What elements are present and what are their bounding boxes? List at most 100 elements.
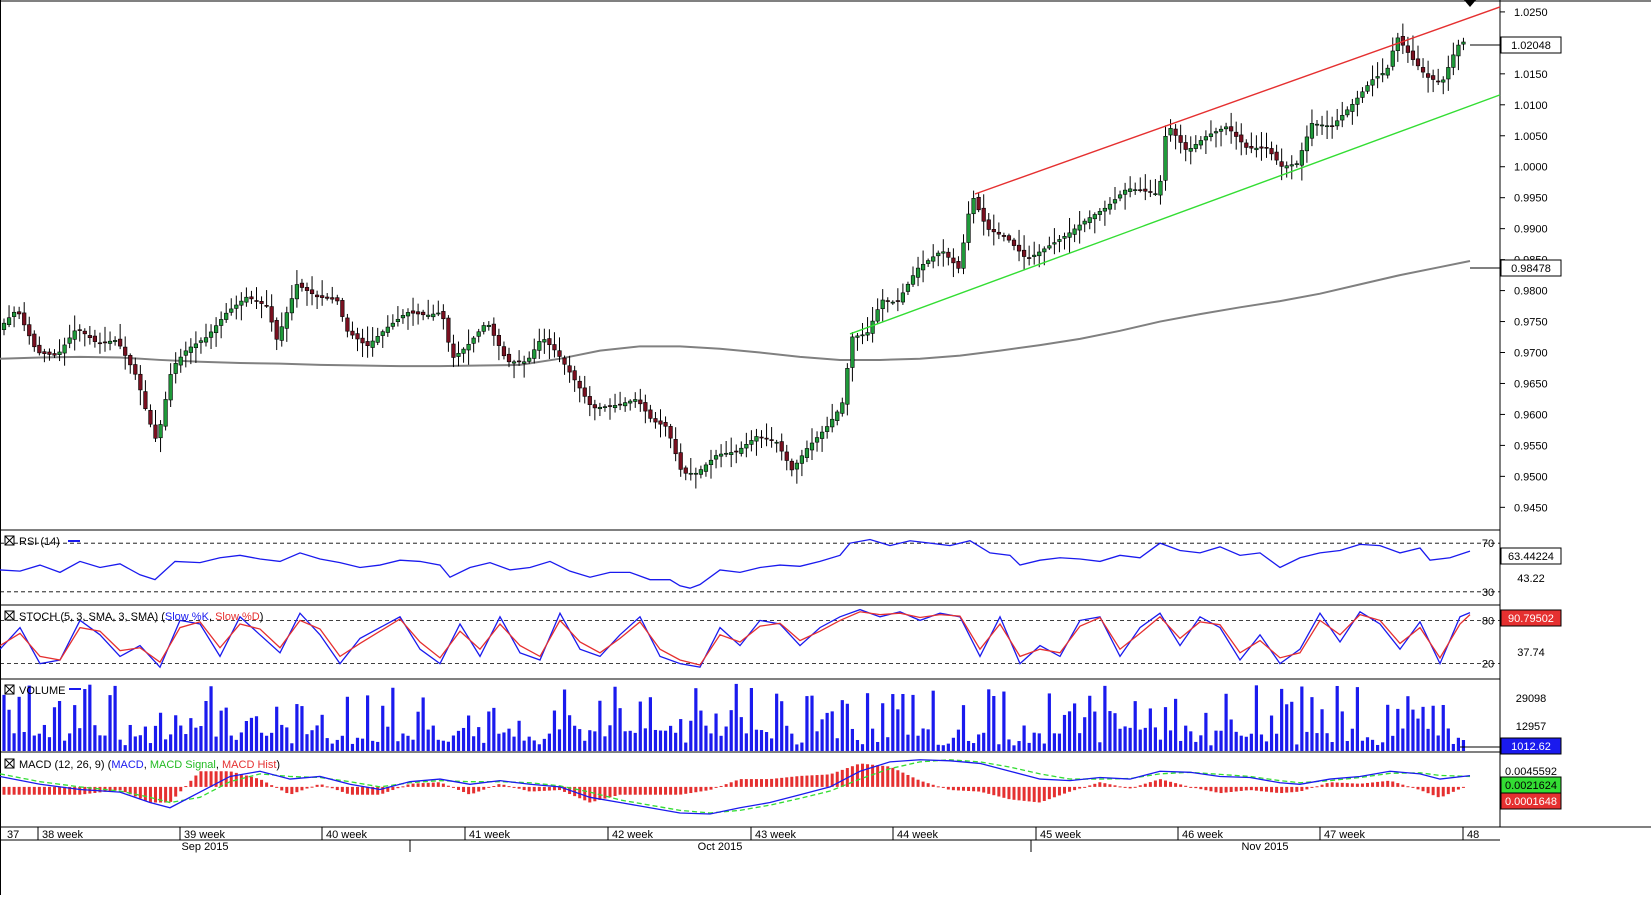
volume-bar	[1027, 742, 1031, 751]
volume-bar	[643, 728, 647, 751]
macd-hist-bar	[1234, 786, 1238, 792]
macd-hist-bar	[285, 786, 289, 794]
candle-body	[522, 361, 527, 364]
candle-body	[708, 459, 714, 466]
macd-hist-bar	[194, 775, 198, 787]
volume-bar	[1148, 708, 1152, 751]
volume-bar	[330, 743, 334, 751]
volume-bar	[32, 735, 36, 751]
volume-bar	[315, 725, 319, 751]
macd-hist-bar	[1295, 786, 1299, 792]
volume-bar	[1325, 733, 1329, 751]
candle-body	[153, 424, 158, 439]
candle-body	[87, 335, 92, 339]
scroll-marker-icon[interactable]	[1464, 0, 1476, 7]
macd-hist-bar	[1426, 786, 1430, 794]
volume-bar	[911, 694, 915, 751]
candle-body	[678, 452, 683, 470]
candle-body	[1027, 257, 1032, 259]
volume-bar	[1436, 735, 1440, 751]
volume-bar	[27, 685, 31, 751]
volume-bar	[552, 710, 557, 751]
candle-body	[1112, 199, 1118, 204]
macd-hist-bar	[1037, 786, 1041, 803]
volume-bar	[1017, 741, 1021, 751]
volume-bar	[1401, 728, 1405, 751]
candle-body	[663, 422, 668, 427]
macd-hist-bar	[1366, 782, 1369, 787]
macd-hist-bar	[1068, 786, 1072, 792]
candle-body	[1067, 232, 1072, 238]
price-tick-label: 1.0150	[1514, 69, 1548, 81]
volume-bar	[1199, 735, 1203, 751]
candle-body	[1436, 80, 1441, 83]
macd-hist-bar	[1285, 786, 1289, 793]
macd-hist-bar	[255, 778, 258, 787]
volume-bar	[926, 729, 930, 751]
macd-hist-bar	[1325, 783, 1329, 787]
candle-body	[501, 346, 507, 357]
candle-body	[249, 296, 254, 300]
macd-hist-bar	[1143, 783, 1147, 787]
volume-bar	[37, 733, 41, 751]
macd-hist-bar	[709, 786, 713, 790]
macd-hist-bar	[1300, 786, 1304, 792]
volume-bar	[1280, 688, 1284, 751]
volume-bar	[775, 693, 779, 751]
candle-body	[845, 368, 850, 405]
candle-body	[799, 455, 804, 464]
macd-hist-bar	[128, 786, 132, 795]
candle-body	[764, 437, 769, 440]
volume-bar	[1320, 709, 1324, 751]
volume-bar	[1305, 731, 1309, 751]
macd-hist-bar	[174, 786, 178, 797]
macd-hist-bar	[1169, 781, 1173, 787]
macd-hist-bar	[260, 779, 264, 787]
macd-hist-bar	[795, 776, 799, 787]
macd-hist-bar	[209, 771, 213, 787]
candle-body	[461, 348, 466, 354]
macd-hist-bar	[790, 776, 794, 787]
volume-bar	[194, 727, 198, 751]
volume-bar	[244, 721, 248, 751]
macd-hist-bar	[1073, 786, 1077, 791]
volume-bar	[68, 733, 72, 751]
macd-hist-bar	[492, 786, 496, 788]
macd-hist-bar	[265, 782, 269, 787]
macd-hist-bar	[1138, 785, 1142, 787]
macd-hist-bar	[376, 786, 380, 795]
volume-bar	[1098, 742, 1102, 751]
macd-hist-bar	[159, 786, 163, 803]
macd-hist-bar	[593, 786, 597, 802]
candle-body	[1021, 249, 1027, 257]
volume-bar	[754, 729, 759, 751]
macd-hist-bar	[1280, 786, 1284, 794]
macd-hist-bar	[760, 779, 763, 787]
macd-hist-bar	[578, 786, 582, 799]
candle-body	[1168, 128, 1173, 136]
candle-body	[1077, 224, 1082, 231]
macd-hist-bar	[977, 786, 981, 792]
candle-body	[1218, 128, 1224, 132]
volume-bar	[674, 732, 678, 751]
volume-bar	[325, 738, 329, 751]
volume-bar	[537, 744, 541, 751]
volume-bar	[128, 724, 132, 751]
rsi-value-label: 63.44224	[1508, 551, 1554, 563]
macd-hist-bar	[239, 774, 243, 787]
macd-hist-bar	[962, 786, 965, 791]
volume-value-box: 29098 12957 1012.62	[1500, 693, 1562, 755]
macd-line	[0, 759, 1471, 815]
volume-bar	[628, 730, 632, 751]
volume-bar	[653, 729, 658, 751]
candle-body	[22, 312, 27, 326]
candle-body	[214, 325, 219, 334]
stoch-legend-d: Slow %D	[215, 611, 260, 623]
candle-body	[1314, 123, 1320, 126]
volume-bar	[164, 739, 168, 751]
volume-bar	[1229, 719, 1233, 751]
macd-hist-bar	[154, 786, 157, 803]
candle-body	[749, 440, 754, 445]
macd-hist-bar	[739, 779, 743, 787]
macd-hist-bar	[467, 786, 471, 795]
